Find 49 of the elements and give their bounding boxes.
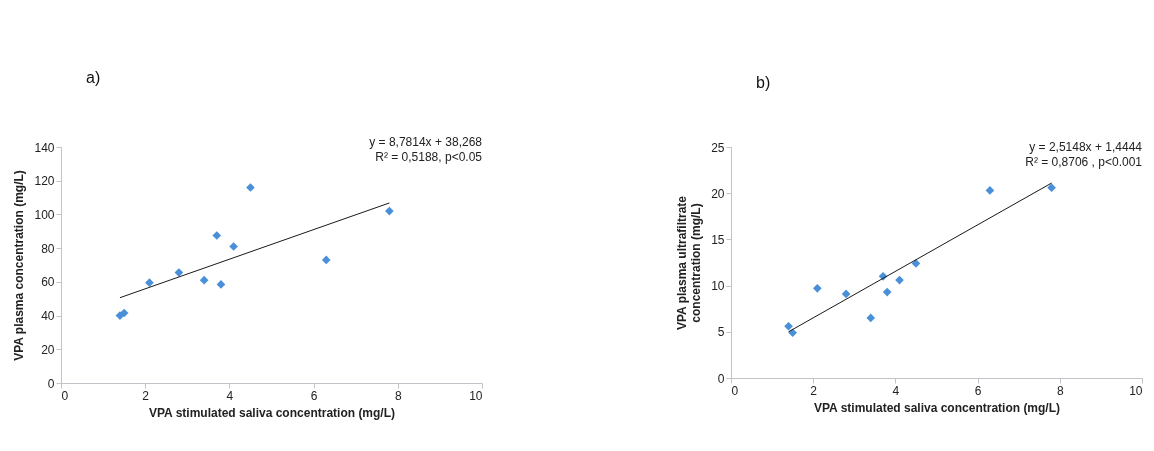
annotation: R² = 0,8706 , p<0.001 [1025, 155, 1143, 169]
x-tick-label: 4 [226, 388, 234, 403]
point [812, 284, 822, 293]
y-tick-label: 120 [34, 174, 55, 189]
y-tick-label: 100 [34, 207, 55, 222]
x-tick-label: 2 [810, 383, 818, 398]
x-tick-label: 6 [310, 388, 318, 403]
annotation: R² = 0,5188, p<0.05 [375, 150, 483, 164]
y-axis-title: VPA plasma concentration (mg/L) [12, 170, 27, 361]
x-tick-label: 10 [1129, 383, 1143, 398]
y-tick-label: 60 [41, 275, 55, 290]
point [229, 242, 238, 251]
point [199, 275, 209, 285]
y-tick-label: 140 [34, 140, 55, 155]
y-tick-label: 20 [711, 186, 725, 201]
point [174, 268, 184, 277]
point [784, 321, 793, 331]
x-tick-label: 8 [394, 388, 402, 403]
point [212, 231, 222, 240]
x-axis-title: VPA stimulated saliva concentration (mg/L) [813, 400, 1061, 415]
x-tick-label: 0 [61, 388, 69, 403]
x-tick-label: 4 [892, 383, 900, 398]
point [246, 183, 255, 192]
point [882, 287, 892, 297]
point [841, 289, 851, 299]
y-tick-label: 15 [711, 232, 725, 247]
x-tick-label: 6 [974, 383, 982, 398]
point [145, 278, 154, 288]
point [866, 313, 876, 323]
chart-title: a) [86, 69, 101, 86]
annotation: y = 2,5148x + 1,4444 [1029, 140, 1143, 154]
y-tick-label: 5 [717, 325, 725, 340]
annotation: y = 8,7814x + 38,268 [369, 135, 483, 149]
x-tick-label: 8 [1056, 383, 1064, 398]
y-tick-label: 10 [711, 279, 725, 294]
y-tick-label: 20 [41, 342, 55, 357]
point [119, 308, 129, 318]
x-axis-title: VPA stimulated saliva concentration (mg/L) [148, 405, 396, 420]
x-tick-label: 10 [469, 388, 483, 403]
point [1047, 183, 1056, 192]
x-tick-label: 0 [731, 383, 739, 398]
y-tick-label: 25 [711, 140, 725, 155]
chart-title: b) [756, 74, 771, 91]
y-tick-label: 0 [717, 371, 725, 386]
y-tick-label: 80 [41, 241, 55, 256]
x-tick-label: 2 [142, 388, 150, 403]
y-tick-label: 40 [41, 309, 55, 324]
point [321, 255, 331, 265]
y-axis-title: VPA plasma ultrafiltrate concentration (mg/L) [675, 195, 704, 331]
